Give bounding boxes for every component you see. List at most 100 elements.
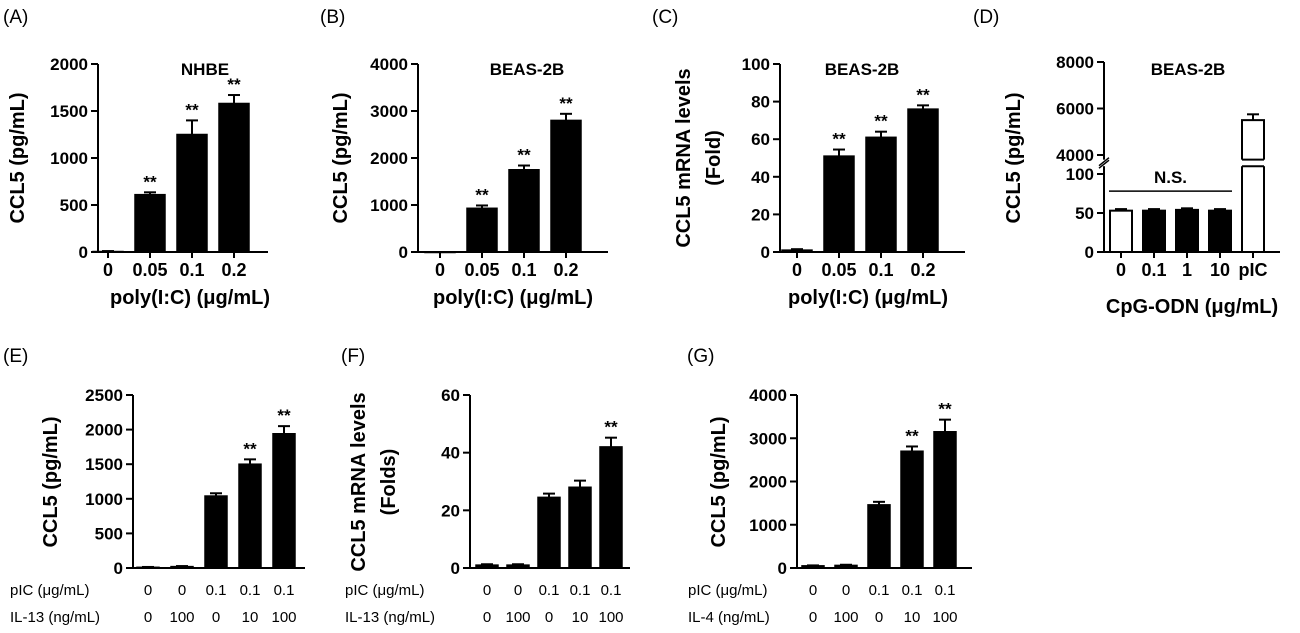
panel-label: (D) [973,7,999,28]
x-tick-label: 0 [435,260,445,280]
x-axis-label: poly(I:C) (μg/mL) [788,287,948,309]
bar [823,155,855,253]
chart-title: BEAS-2B [490,60,565,79]
y-tick-label: 1000 [85,490,123,509]
x-tick-label: 0 [1116,260,1126,280]
y-axis-label: CCL5 mRNA levels [348,392,370,571]
chart-title: BEAS-2B [825,60,900,79]
x-axis-label: poly(I:C) (μg/mL) [433,287,593,309]
table-cell: 0 [483,609,491,626]
bar [900,450,924,569]
bar [272,433,296,569]
significance-marker: ** [475,185,489,204]
bar [508,169,540,253]
y-tick-label: 3000 [370,102,408,121]
bar [907,108,939,253]
x-axis-label: poly(I:C) (μg/mL) [110,287,270,309]
y-tick-label: 1500 [50,102,88,121]
y-tick-label: 60 [751,130,770,149]
panel-label: (E) [3,346,28,367]
bar [834,564,858,569]
chart-title: BEAS-2B [1151,60,1226,79]
axis-break-mark [1098,157,1110,167]
ns-annotation: N.S. [1154,168,1187,187]
y-tick-label: 500 [60,196,88,215]
significance-marker: ** [277,406,291,425]
y-axis-label: CCL5 (pg/mL) [1003,92,1025,223]
y-tick-label: 0 [399,243,408,262]
x-tick-label: 0 [103,260,113,280]
bar [1109,209,1133,254]
panel-5: (F)CCL5 mRNA levels (Folds)02040600001000… [341,346,630,626]
y-tick-label: 500 [95,524,123,543]
axis-break-mark [1098,159,1110,169]
panel-label: (B) [320,7,345,28]
panel-label: (A) [3,7,28,28]
bar [867,504,891,569]
table-cell: 100 [833,609,858,626]
y-tick-label: 8000 [1056,53,1094,72]
table-cell: 0.1 [240,582,261,599]
table-cell: 0.1 [935,582,956,599]
y-tick-label: 0 [1085,243,1094,262]
table-cell: 0 [809,582,817,599]
panel-6: (G)CCL5 (pg/mL)010002000300040000001000.… [687,346,972,626]
x-tick-label: 0.05 [132,260,167,280]
x-tick-label: 0.05 [464,260,499,280]
table-row-label: IL-13 (ng/mL) [10,609,100,626]
chart-title: NHBE [181,60,229,79]
y-tick-label: 100 [742,55,770,74]
y-tick-label: 0 [451,559,460,578]
bar [134,193,166,253]
table-cell: 0 [842,582,850,599]
table-cell: 0 [144,609,152,626]
table-cell: 100 [598,609,623,626]
table-cell: 0.1 [274,582,295,599]
panel-label: (C) [652,7,678,28]
y-tick-label: 4000 [370,55,408,74]
y-axis-label: CCL5 (pg/mL) [40,416,62,547]
y-tick-label: 100 [1066,165,1094,184]
table-cell: 0 [809,609,817,626]
y-tick-label: 1500 [85,455,123,474]
x-tick-label: 0.1 [1141,260,1166,280]
table-row-label: pIC (μg/mL) [10,582,90,599]
bar [933,431,957,569]
bar [176,133,208,253]
panel-1: (B) BEAS-2B CCL5 (pg/mL) 0 1000 2000 3000 4000 0… [320,7,608,309]
x-tick-label: 0.05 [821,260,856,280]
bar [466,207,498,253]
table-cell: 100 [271,609,296,626]
x-tick-label: 0 [792,260,802,280]
table-cell: 0 [178,582,186,599]
y-tick-label: 40 [751,168,770,187]
bar [1208,209,1232,254]
table-cell: 0 [875,609,883,626]
significance-marker: ** [143,172,157,191]
table-cell: 10 [904,609,921,626]
x-tick-label: 0.1 [179,260,204,280]
bar [1241,119,1265,253]
significance-marker: ** [916,85,930,104]
table-cell: 10 [242,609,259,626]
panel-label: (G) [687,346,714,367]
y-axis-label: CCL5 (pg/mL) [330,92,352,223]
panel-4: (E)CCL5 (pg/mL)0500100015002000250000010… [3,346,305,626]
table-row-label: IL-4 (ng/mL) [688,609,770,626]
table-cell: 10 [572,609,589,626]
table-cell: 0 [144,582,152,599]
y-tick-label: 0 [761,243,770,262]
table-cell: 0 [212,609,220,626]
significance-marker: ** [185,100,199,119]
panel-label: (F) [341,346,365,367]
y-tick-label: 80 [751,93,770,112]
table-cell: 0 [514,582,522,599]
bar [568,486,592,569]
y-tick-label: 1000 [50,149,88,168]
x-tick-label: 0.2 [553,260,578,280]
y-axis-label: CCL5 mRNA levels [673,68,695,247]
y-tick-label: 60 [441,386,460,405]
y-axis-label-line2: (Fold) [703,130,725,186]
bar [537,496,561,569]
significance-marker: ** [559,94,573,113]
